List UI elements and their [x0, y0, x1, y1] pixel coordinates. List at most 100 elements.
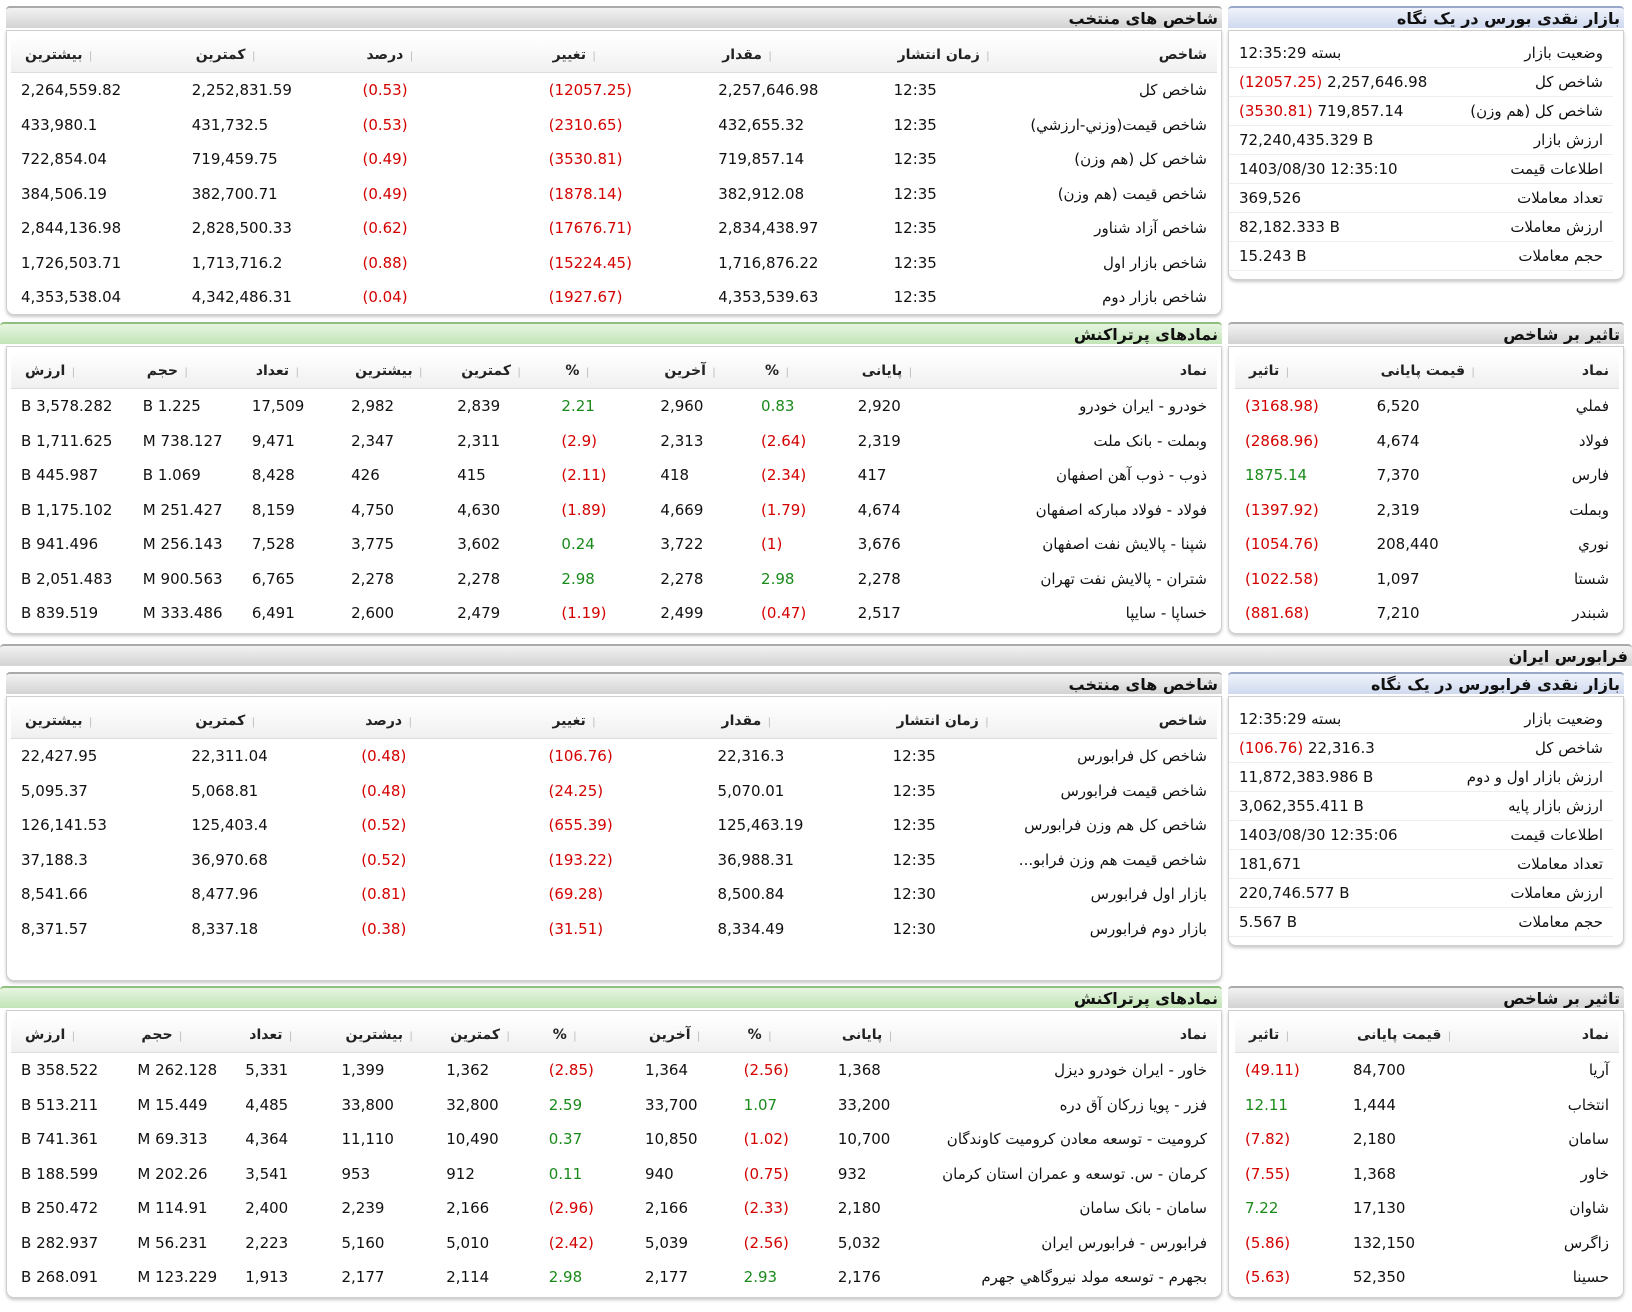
symbol-link[interactable]: وبملت - بانک ملت	[1093, 431, 1207, 450]
table-row[interactable]: شاوان 17,130 7.22	[1235, 1191, 1619, 1226]
column-header[interactable]: نماد	[1540, 353, 1619, 389]
column-header[interactable]: نماد	[923, 1017, 1217, 1053]
symbol-link[interactable]: شبندر	[1572, 604, 1609, 623]
table-row[interactable]: کرمان - س. توسعه و عمران استان کرمان 932 (…	[11, 1157, 1217, 1192]
table-row[interactable]: فزر - پویا زرکان آق دره 33,200 1.07 33,700 2…	[11, 1088, 1217, 1123]
table-row[interactable]: بجهرم - توسعه مولد نیروگاهي جهرم 2,176 2.9…	[11, 1260, 1217, 1295]
index-name[interactable]: شاخص قیمت هم وزن فرابو...	[1018, 850, 1207, 869]
column-header[interactable]: مقدار	[708, 37, 884, 73]
column-header[interactable]: تاثیر	[1235, 1017, 1343, 1053]
table-row[interactable]: شاخص قیمت هم وزن فرابو... 12:35 36,988.31 (…	[11, 843, 1217, 878]
symbol-link[interactable]: خاور	[1580, 1164, 1609, 1183]
table-row[interactable]: شاخص بازار اول 12:35 1,716,876.22 (15224.45…	[11, 246, 1217, 281]
symbol-link[interactable]: فزر - پویا زرکان آق دره	[1059, 1095, 1207, 1114]
symbol-link[interactable]: شستا	[1573, 569, 1609, 588]
column-header[interactable]: کمترین	[181, 703, 352, 739]
column-header[interactable]: %	[733, 1017, 828, 1053]
index-name[interactable]: شاخص قیمت فرابورس	[1060, 781, 1207, 800]
symbol-link[interactable]: کرمان - س. توسعه و عمران استان کرمان	[942, 1164, 1207, 1183]
table-row[interactable]: بازار اول فرابورس 12:30 8,500.84 (69.28) (0.…	[11, 877, 1217, 912]
symbol-link[interactable]: شاوان	[1569, 1199, 1609, 1218]
column-header[interactable]: قیمت پایانی	[1366, 353, 1541, 389]
table-row[interactable]: شتران - پالایش نفت تهران 2,278 2.98 2,278 2.…	[11, 562, 1217, 597]
symbol-link[interactable]: سامان - بانک سامان	[1079, 1199, 1207, 1218]
table-row[interactable]: سامان - بانک سامان 2,180 (2.33) 2,166 (2.96)…	[11, 1191, 1217, 1226]
table-row[interactable]: شاخص قیمت فرابورس 12:35 5,070.01 (24.25) (0.…	[11, 774, 1217, 809]
column-header[interactable]: کمترین	[436, 1017, 539, 1053]
symbol-link[interactable]: ذوب - ذوب آهن اصفهان	[1055, 466, 1207, 485]
table-row[interactable]: فملي 6,520 (3168.98)	[1235, 389, 1619, 424]
column-header[interactable]: تغییر	[538, 37, 709, 73]
table-row[interactable]: شاخص کل فرابورس 12:35 22,316.3 (106.76) (0.4…	[11, 739, 1217, 774]
column-header[interactable]: آخرین	[650, 353, 752, 389]
column-header[interactable]: بیشترین	[11, 703, 182, 739]
index-name[interactable]: شاخص کل فرابورس	[1077, 747, 1207, 766]
table-row[interactable]: شاخص قیمت (هم وزن) 12:35 382,912.08 (1878.1…	[11, 177, 1217, 212]
symbol-link[interactable]: فولاد - فولاد مبارکه اصفهان	[1035, 500, 1207, 519]
column-header[interactable]: درصد	[352, 37, 539, 73]
symbol-link[interactable]: کرومیت - توسعه معادن کرومیت کاوندگان	[946, 1130, 1207, 1149]
column-header[interactable]: پایانی	[847, 353, 946, 389]
index-name[interactable]: شاخص کل (هم وزن)	[1074, 150, 1207, 169]
symbol-link[interactable]: فولاد	[1578, 431, 1609, 450]
table-row[interactable]: شاخص بازار دوم 12:35 4,353,539.63 (1927.67)…	[11, 280, 1217, 315]
table-row[interactable]: زاگرس 132,150 (5.86)	[1235, 1226, 1619, 1261]
column-header[interactable]: زمان انتشار	[882, 703, 1007, 739]
column-header[interactable]: بیشترین	[341, 353, 448, 389]
column-header[interactable]: ارزش	[11, 353, 133, 389]
table-row[interactable]: شپنا - پالایش نفت اصفهان 3,676 (1) 3,722 0.2…	[11, 527, 1217, 562]
column-header[interactable]: بیشترین	[331, 1017, 437, 1053]
symbol-link[interactable]: زاگرس	[1563, 1233, 1609, 1252]
symbol-link[interactable]: وبملت	[1569, 500, 1609, 519]
index-name[interactable]: شاخص بازار اول	[1102, 253, 1207, 272]
index-name[interactable]: شاخص آزاد شناور	[1094, 219, 1207, 238]
symbol-link[interactable]: فملي	[1575, 397, 1609, 416]
symbol-link[interactable]: شتران - پالایش نفت تهران	[1040, 569, 1207, 588]
column-header[interactable]: کمترین	[181, 37, 353, 73]
column-header[interactable]: شاخص	[1007, 37, 1217, 73]
table-row[interactable]: بازار دوم فرابورس 12:30 8,334.49 (31.51) (0.…	[11, 912, 1217, 947]
column-header[interactable]: نماد	[945, 353, 1217, 389]
symbol-link[interactable]: بجهرم - توسعه مولد نیروگاهي جهرم	[981, 1268, 1207, 1287]
table-row[interactable]: شاخص آزاد شناور 12:35 2,834,438.97 (17676.7…	[11, 211, 1217, 246]
column-header[interactable]: حجم	[127, 1017, 236, 1053]
column-header[interactable]: %	[751, 353, 848, 389]
symbol-link[interactable]: خاور - ایران خودرو دیزل	[1054, 1061, 1207, 1080]
table-row[interactable]: خاور - ایران خودرو دیزل 1,368 (2.56) 1,364 (…	[11, 1053, 1217, 1088]
table-row[interactable]: وبملت 2,319 (1397.92)	[1235, 493, 1619, 528]
column-header[interactable]: کمترین	[447, 353, 552, 389]
table-row[interactable]: وبملت - بانک ملت 2,319 (2.64) 2,313 (2.9) 2,3…	[11, 424, 1217, 459]
table-row[interactable]: سامان 2,180 (7.82)	[1235, 1122, 1619, 1157]
table-row[interactable]: خساپا - سایپا 2,517 (0.47) 2,499 (1.19) 2,479…	[11, 596, 1217, 631]
table-row[interactable]: فرابورس - فرابورس ایران 5,032 (2.56) 5,039 (…	[11, 1226, 1217, 1261]
table-row[interactable]: کرومیت - توسعه معادن کرومیت کاوندگان 10,7…	[11, 1122, 1217, 1157]
table-row[interactable]: خودرو - ایران خودرو 2,920 0.83 2,960 2.21 2,8…	[11, 389, 1217, 424]
index-name[interactable]: شاخص کل هم وزن فرابورس	[1024, 816, 1207, 835]
column-header[interactable]: درصد	[351, 703, 539, 739]
column-header[interactable]: حجم	[132, 353, 242, 389]
table-row[interactable]: فولاد - فولاد مبارکه اصفهان 4,674 (1.79) 4,…	[11, 493, 1217, 528]
table-row[interactable]: خاور 1,368 (7.55)	[1235, 1157, 1619, 1192]
table-row[interactable]: شستا 1,097 (1022.58)	[1235, 562, 1619, 597]
column-header[interactable]: %	[538, 1017, 636, 1053]
column-header[interactable]: مقدار	[707, 703, 883, 739]
column-header[interactable]: قیمت پایانی	[1342, 1017, 1527, 1053]
symbol-link[interactable]: شپنا - پالایش نفت اصفهان	[1042, 535, 1207, 554]
index-name[interactable]: شاخص قیمت (هم وزن)	[1057, 184, 1207, 203]
symbol-link[interactable]: آريا	[1588, 1061, 1609, 1080]
index-name[interactable]: بازار اول فرابورس	[1090, 885, 1207, 904]
table-row[interactable]: فولاد 4,674 (2868.96)	[1235, 424, 1619, 459]
symbol-link[interactable]: سامان	[1568, 1130, 1609, 1149]
index-name[interactable]: شاخص قیمت(وزني-ارزشي)	[1030, 115, 1207, 134]
symbol-link[interactable]: انتخاب	[1567, 1095, 1609, 1114]
symbol-link[interactable]: حسينا	[1572, 1268, 1609, 1287]
column-header[interactable]: پایانی	[827, 1017, 924, 1053]
table-row[interactable]: شاخص کل (هم وزن) 12:35 719,857.14 (3530.81)…	[11, 142, 1217, 177]
column-header[interactable]: زمان انتشار	[883, 37, 1008, 73]
index-name[interactable]: شاخص کل	[1138, 81, 1207, 100]
index-name[interactable]: بازار دوم فرابورس	[1089, 919, 1207, 938]
column-header[interactable]: شاخص	[1006, 703, 1217, 739]
table-row[interactable]: شاخص قیمت(وزني-ارزشي) 12:35 432,655.32 (231…	[11, 108, 1217, 143]
table-row[interactable]: آريا 84,700 (49.11)	[1235, 1053, 1619, 1088]
table-row[interactable]: نوري 208,440 (1054.76)	[1235, 527, 1619, 562]
